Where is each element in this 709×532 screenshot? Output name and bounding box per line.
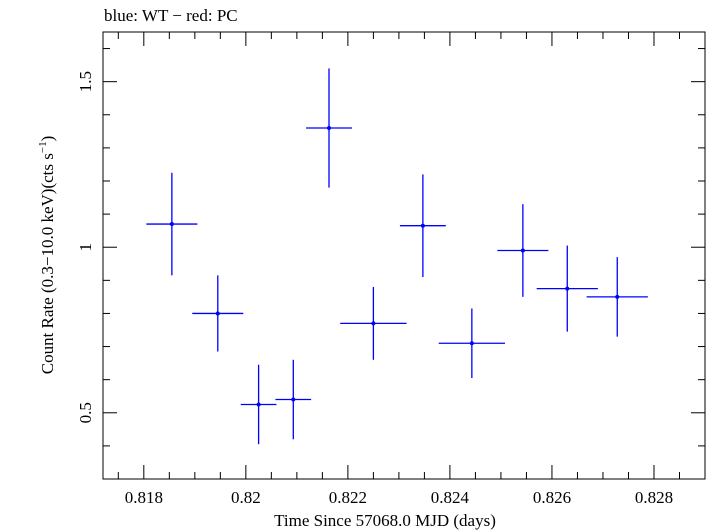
point-marker xyxy=(520,248,525,253)
y-axis-label: Count Rate (0.3−10.0 keV)(cts s−1) xyxy=(37,136,57,375)
x-tick-label: 0.828 xyxy=(635,488,673,507)
data-point xyxy=(536,245,598,332)
y-tick-label: 0.5 xyxy=(76,402,95,423)
data-point xyxy=(438,308,506,379)
point-marker xyxy=(371,321,376,326)
data-point xyxy=(275,359,312,440)
data-point xyxy=(497,204,549,297)
data-point xyxy=(240,364,277,445)
point-marker xyxy=(420,223,425,228)
point-marker xyxy=(615,294,620,299)
x-tick-label: 0.82 xyxy=(231,488,261,507)
data-point xyxy=(306,68,352,188)
y-tick-label: 1 xyxy=(76,243,95,252)
x-tick-label: 0.824 xyxy=(431,488,470,507)
data-point xyxy=(586,257,648,337)
y-axis-label-close: ) xyxy=(38,136,57,142)
data-point xyxy=(146,172,198,276)
y-tick-label: 1.5 xyxy=(76,71,95,92)
y-axis-label-superscript: −1 xyxy=(37,141,49,153)
data-point xyxy=(399,174,446,278)
point-marker xyxy=(327,126,332,131)
point-marker xyxy=(291,397,296,402)
data-point xyxy=(340,286,407,360)
point-marker xyxy=(169,222,174,227)
data-points xyxy=(146,68,648,445)
point-marker xyxy=(565,286,570,291)
point-marker xyxy=(256,402,261,407)
plot-frame xyxy=(102,31,706,480)
point-marker xyxy=(215,311,220,316)
x-tick-label: 0.818 xyxy=(125,488,163,507)
x-tick-label: 0.822 xyxy=(329,488,367,507)
data-point xyxy=(192,275,244,352)
x-tick-label: 0.826 xyxy=(533,488,571,507)
y-axis-label-main: Count Rate (0.3−10.0 keV)(cts s xyxy=(38,153,57,374)
point-marker xyxy=(469,341,474,346)
x-axis-label: Time Since 57068.0 MJD (days) xyxy=(274,511,496,530)
x-axis: 0.818 0.82 0.822 0.824 0.826 0.828 xyxy=(117,32,706,507)
chart-title: blue: WT − red: PC xyxy=(104,6,238,25)
y-axis: 0.5 1 1.5 xyxy=(76,48,705,480)
